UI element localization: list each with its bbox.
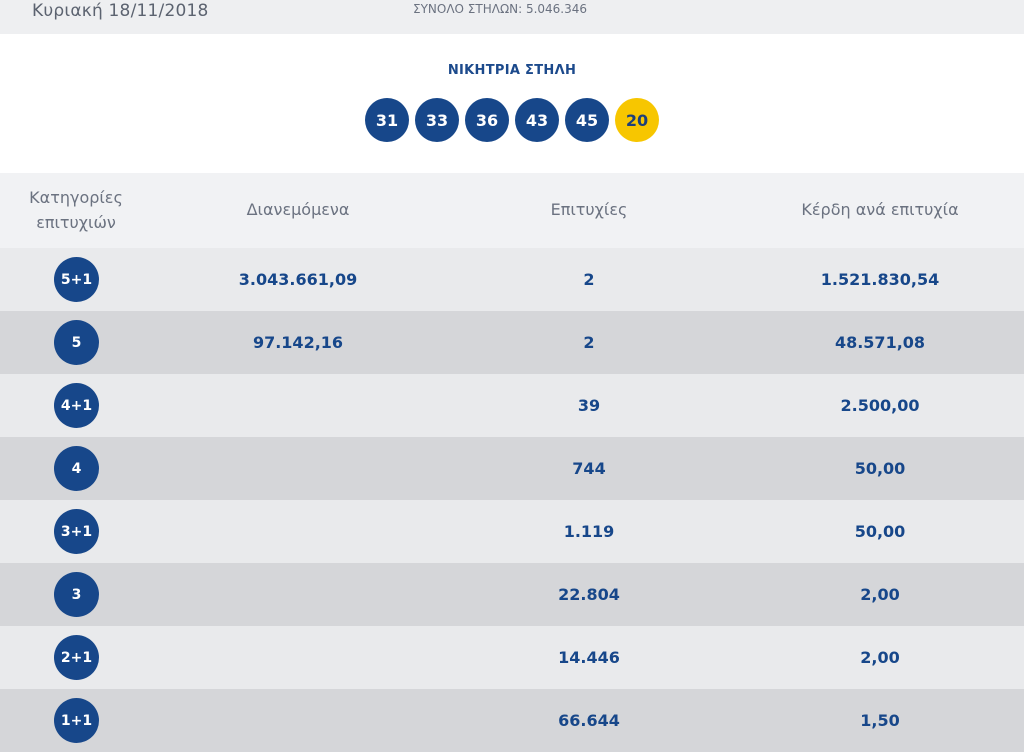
table-row: 5+1 3.043.661,09 2 1.521.830,54	[0, 248, 1024, 311]
category-badge: 1+1	[54, 698, 99, 743]
results-table: Κατηγορίες επιτυχιών Διανεμόμενα Επιτυχί…	[0, 173, 1024, 752]
prize-per-hit: 1,50	[860, 711, 900, 730]
category-badge: 5	[54, 320, 99, 365]
header-category: Κατηγορίες επιτυχιών	[29, 188, 123, 232]
hits-count: 1.119	[563, 522, 615, 541]
category-badge: 5+1	[54, 257, 99, 302]
table-row: 1+1 66.644 1,50	[0, 689, 1024, 752]
draw-date: Κυριακή 18/11/2018	[32, 1, 209, 21]
category-badge: 4	[54, 446, 99, 491]
winning-column-section: ΝΙΚΗΤΡΙΑ ΣΤΗΛΗ 31 33 36 43 45 20	[0, 34, 1024, 173]
table-row: 2+1 14.446 2,00	[0, 626, 1024, 689]
header-distributed: Διανεμόμενα	[246, 200, 350, 219]
table-row: 3 22.804 2,00	[0, 563, 1024, 626]
distributed-amount: 97.142,16	[252, 333, 344, 352]
distributed-amount	[212, 689, 384, 752]
hits-count: 2	[583, 270, 595, 289]
prize-per-hit: 2,00	[860, 585, 900, 604]
winning-numbers: 31 33 36 43 45 20	[0, 98, 1024, 142]
distributed-amount	[212, 500, 384, 563]
winning-column-title: ΝΙΚΗΤΡΙΑ ΣΤΗΛΗ	[447, 63, 577, 78]
prize-per-hit: 50,00	[854, 459, 906, 478]
distributed-amount: 3.043.661,09	[238, 270, 358, 289]
table-row: 3+1 1.119 50,00	[0, 500, 1024, 563]
prize-per-hit: 2,00	[860, 648, 900, 667]
hits-count: 744	[572, 459, 606, 478]
table-row: 4+1 39 2.500,00	[0, 374, 1024, 437]
joker-ball: 20	[615, 98, 659, 142]
prize-per-hit: 50,00	[854, 522, 906, 541]
table-row: 4 744 50,00	[0, 437, 1024, 500]
category-badge: 2+1	[54, 635, 99, 680]
number-ball: 36	[465, 98, 509, 142]
number-ball: 43	[515, 98, 559, 142]
top-bar: Κυριακή 18/11/2018 ΣΥΝΟΛΟ ΣΤΗΛΩΝ: 5.046.…	[0, 0, 1024, 34]
number-ball: 45	[565, 98, 609, 142]
category-badge: 3	[54, 572, 99, 617]
prize-per-hit: 2.500,00	[840, 396, 920, 415]
total-columns: ΣΥΝΟΛΟ ΣΤΗΛΩΝ: 5.046.346	[413, 2, 588, 16]
number-ball: 31	[365, 98, 409, 142]
header-hits: Επιτυχίες	[550, 200, 628, 219]
distributed-amount	[212, 563, 384, 626]
category-badge: 4+1	[54, 383, 99, 428]
distributed-amount	[212, 626, 384, 689]
number-ball: 33	[415, 98, 459, 142]
table-row: 5 97.142,16 2 48.571,08	[0, 311, 1024, 374]
hits-count: 2	[583, 333, 595, 352]
hits-count: 66.644	[558, 711, 620, 730]
header-prize: Κέρδη ανά επιτυχία	[801, 200, 959, 219]
distributed-amount	[212, 437, 384, 500]
table-header: Κατηγορίες επιτυχιών Διανεμόμενα Επιτυχί…	[0, 173, 1024, 248]
hits-count: 14.446	[558, 648, 620, 667]
category-badge: 3+1	[54, 509, 99, 554]
prize-per-hit: 48.571,08	[834, 333, 926, 352]
hits-count: 39	[577, 396, 601, 415]
prize-per-hit: 1.521.830,54	[820, 270, 940, 289]
hits-count: 22.804	[558, 585, 620, 604]
distributed-amount	[212, 374, 384, 437]
